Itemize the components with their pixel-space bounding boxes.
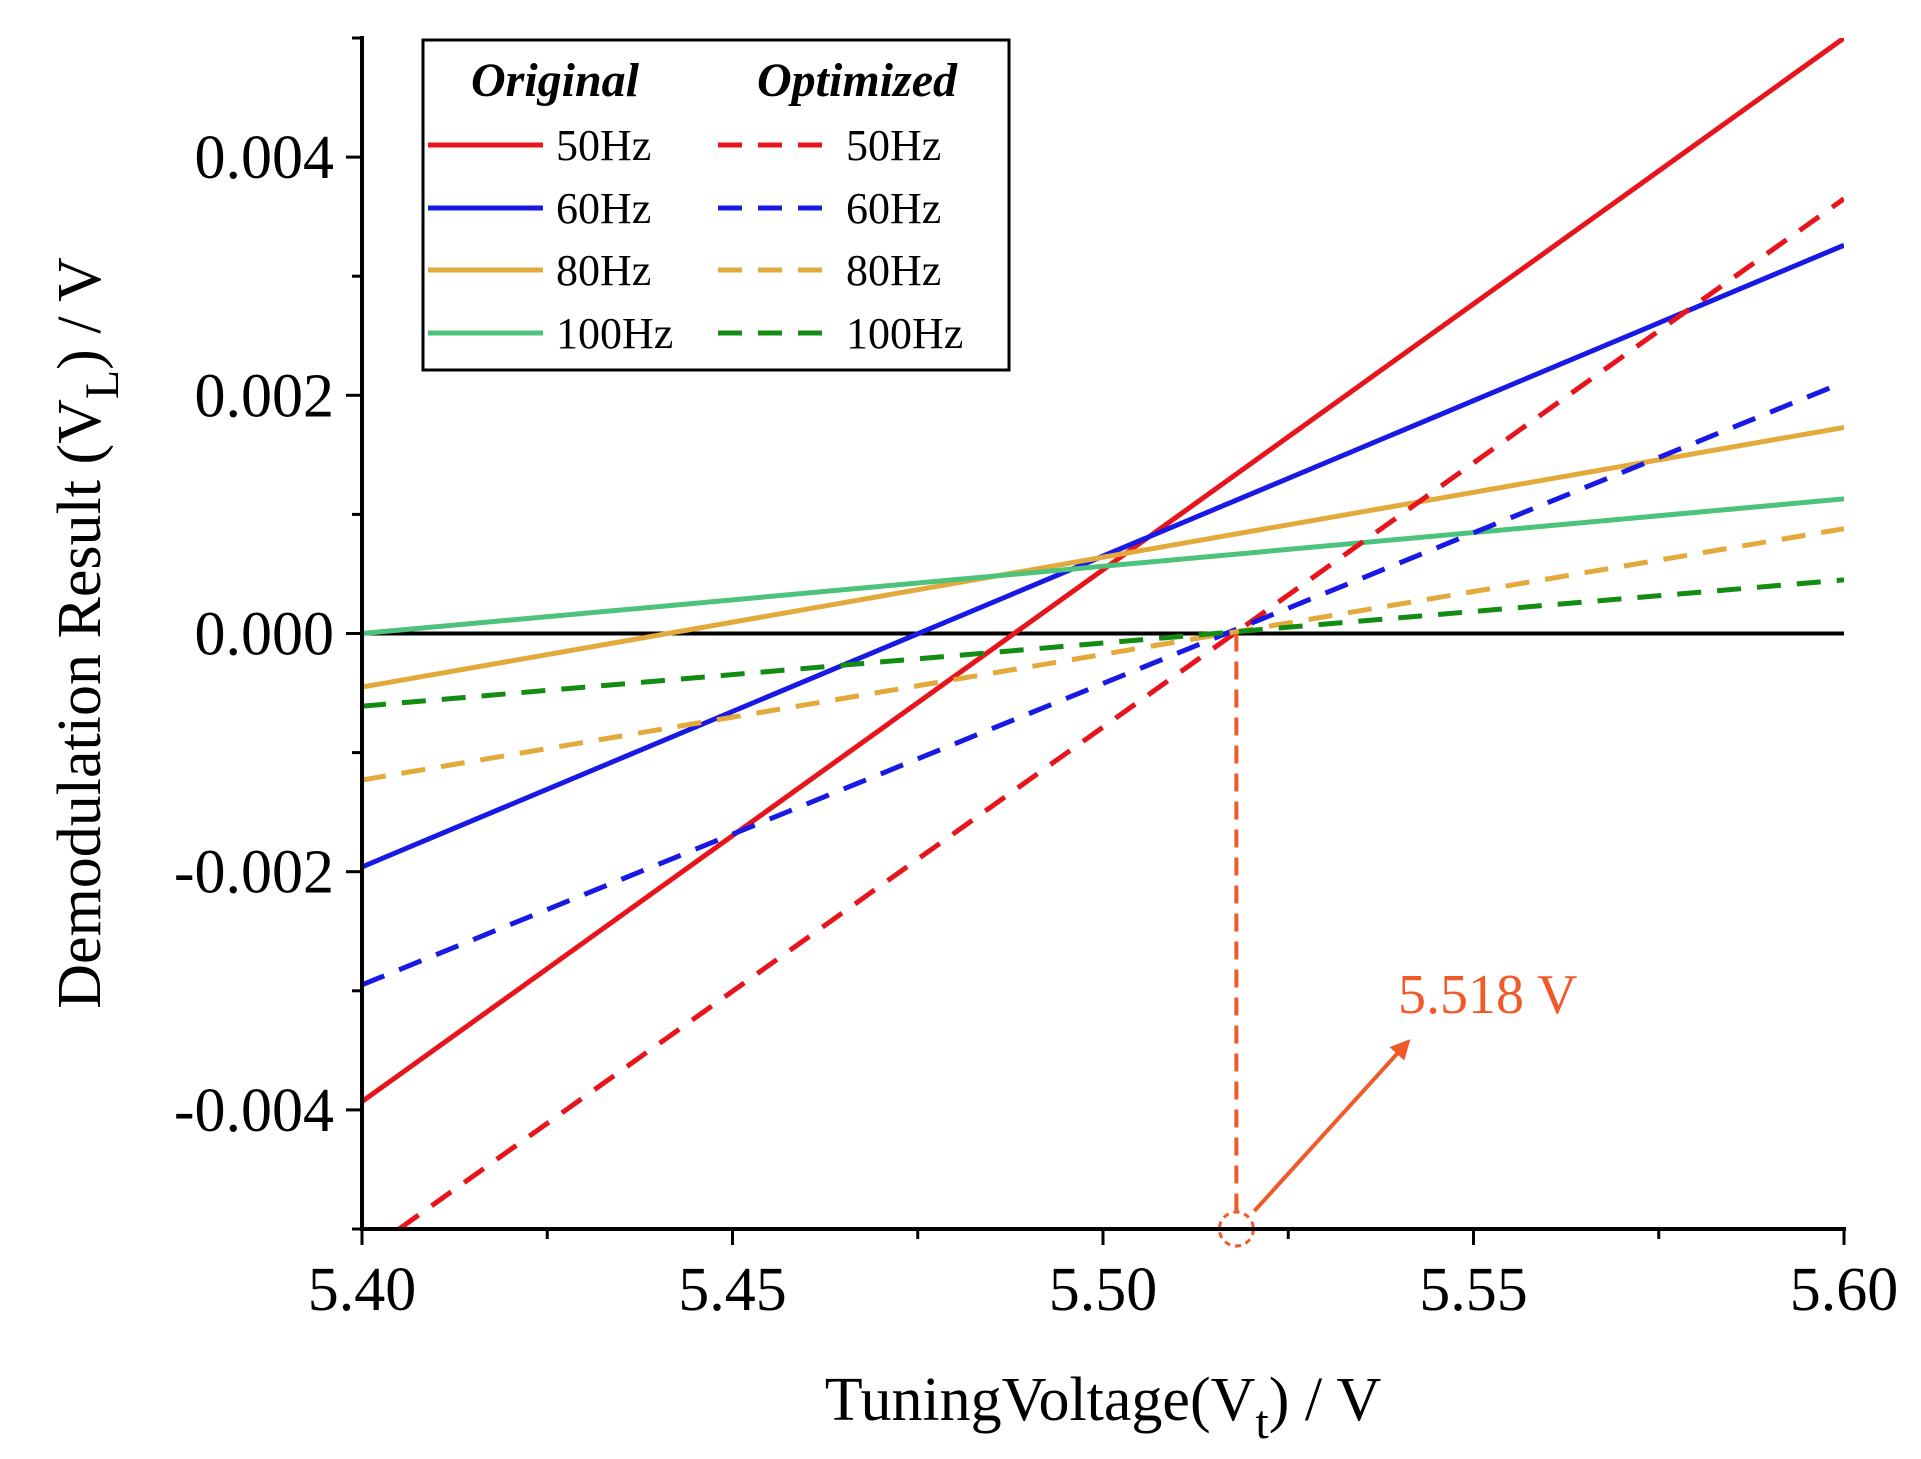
legend-label-optimized: 60Hz <box>846 184 941 233</box>
series-line-original-50hz <box>362 38 1844 1104</box>
y-tick-label: 0.004 <box>195 124 335 192</box>
y-tick-label: 0.002 <box>195 362 335 430</box>
legend-label-original: 100Hz <box>556 309 673 358</box>
legend-label-optimized: 80Hz <box>846 246 941 295</box>
y-tick-label: -0.004 <box>174 1077 334 1145</box>
legend-label-optimized: 50Hz <box>846 121 941 170</box>
legend-label-original: 50Hz <box>556 121 651 170</box>
legend-box <box>421 38 1011 372</box>
legend-header-optimized: Optimized <box>757 54 958 107</box>
axes-layer: 5.40 5.45 5.50 5.55 5.60 -0.004 -0.002 0.000 0.0… <box>174 36 1898 1324</box>
legend-label-original: 80Hz <box>556 246 651 295</box>
series-group <box>362 38 1844 1229</box>
y-tick-label: -0.002 <box>174 839 334 907</box>
series-line-optimized-60hz <box>362 379 1844 988</box>
x-tick-label: 5.60 <box>1790 1256 1899 1324</box>
legend: Original Optimized 50Hz60Hz80Hz100Hz50Hz… <box>421 38 1011 372</box>
annotation-arrow <box>1252 1039 1411 1213</box>
x-tick-label: 5.50 <box>1049 1256 1158 1324</box>
legend-entries: 50Hz 60Hz 80Hz 100Hz 50Hz 60Hz 80Hz 100Hz <box>428 121 963 358</box>
annotation-layer: 5.518 V <box>1217 633 1577 1248</box>
x-tick-label: 5.45 <box>678 1256 787 1324</box>
legend-label-original: 60Hz <box>556 184 651 233</box>
series-line-original-80hz <box>362 424 1844 690</box>
series-line-optimized-80hz <box>362 526 1844 783</box>
x-axis-title: TuningVoltage(Vt) / V <box>825 1366 1382 1449</box>
series-line-original-100hz <box>362 496 1844 636</box>
y-axis-title: Demodulation Result (VL) / V <box>46 257 129 1009</box>
legend-label-optimized: 100Hz <box>846 309 963 358</box>
x-tick-label: 5.40 <box>308 1256 417 1324</box>
x-tick-label: 5.55 <box>1419 1256 1528 1324</box>
y-tick-label: 0.000 <box>195 601 335 669</box>
legend-header-original: Original <box>471 54 640 107</box>
plot-area <box>362 38 1844 1229</box>
series-line-optimized-50hz <box>397 196 1844 1229</box>
annotation-label: 5.518 V <box>1398 964 1577 1026</box>
series-line-optimized-100hz <box>362 577 1844 709</box>
